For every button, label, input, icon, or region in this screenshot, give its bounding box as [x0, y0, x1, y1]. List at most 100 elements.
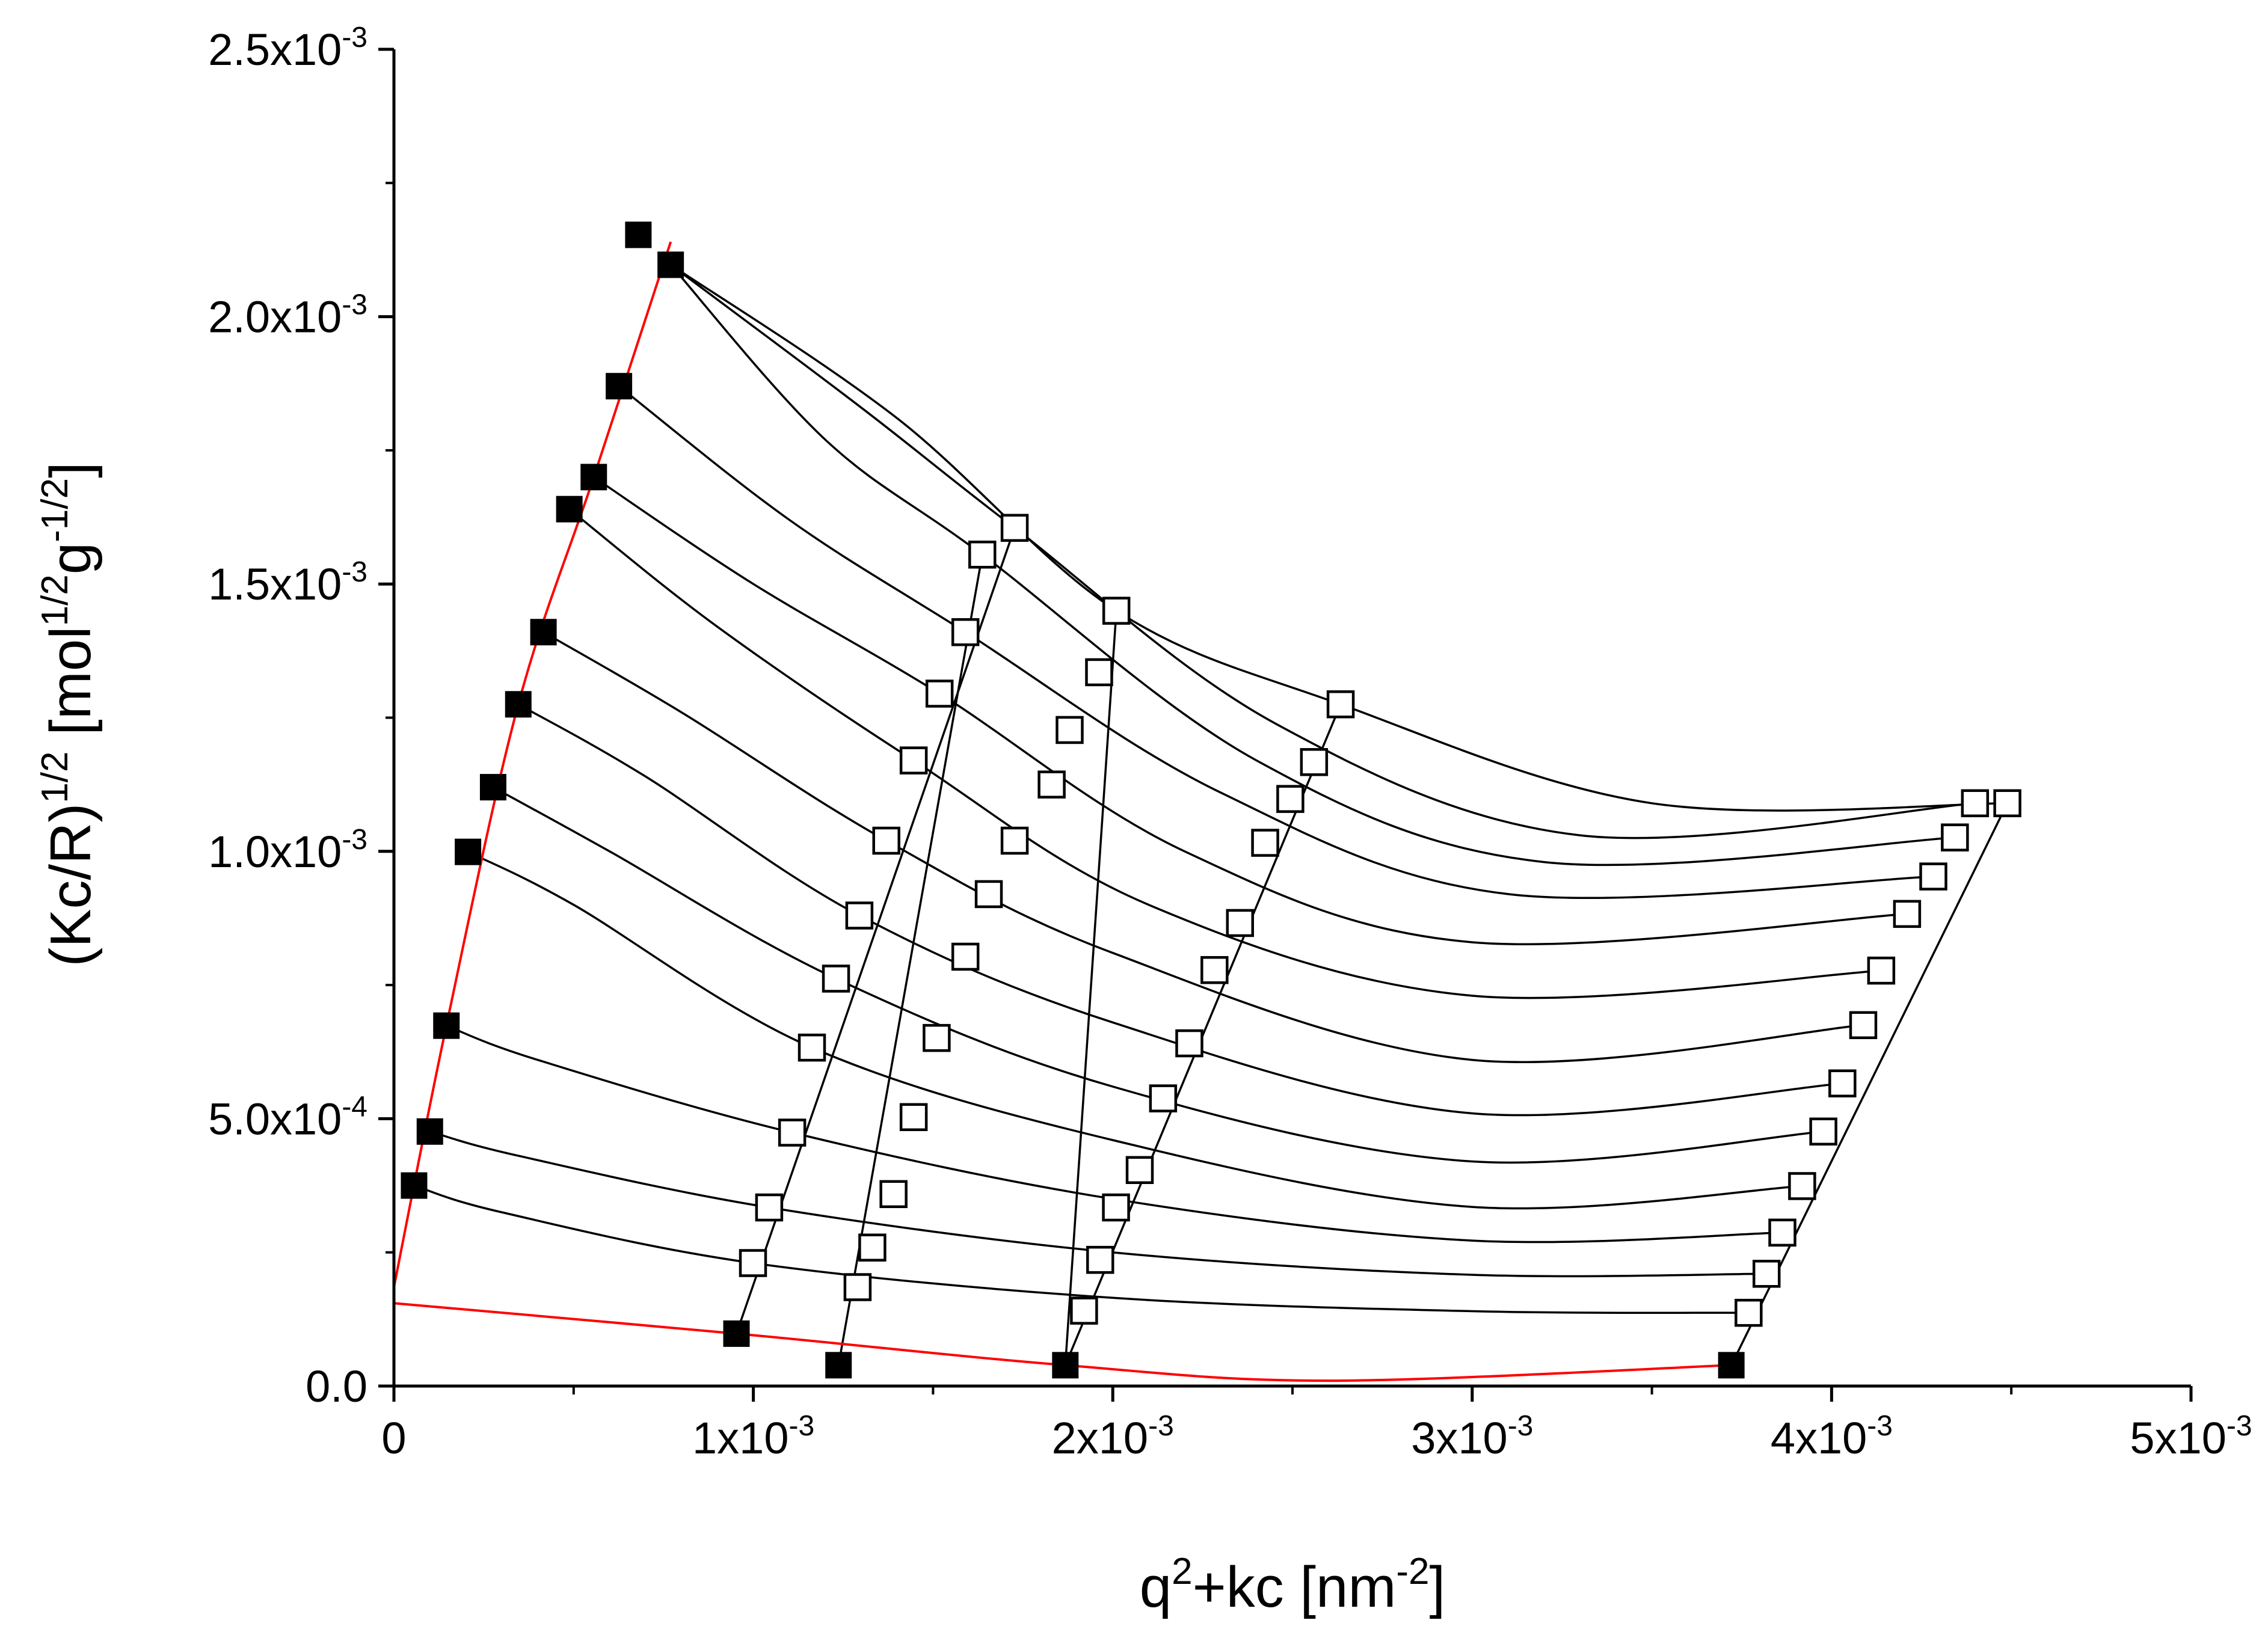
y-tick-label: 1.5x10-3	[208, 556, 367, 609]
open-square-point	[1085, 658, 1113, 687]
axes	[392, 49, 2191, 1388]
open-square-point	[1070, 1296, 1098, 1325]
open-square-point	[1735, 1298, 1763, 1327]
open-square-point	[1961, 789, 1990, 818]
open-square-point	[797, 1033, 826, 1062]
open-square-point	[1300, 748, 1329, 776]
x-tick-label: 4x10-3	[1771, 1410, 1893, 1463]
y-tick-exponent: -3	[342, 556, 367, 588]
y-tick-base: 1.5x10	[208, 559, 342, 609]
angle-fit-curve	[413, 1184, 1749, 1314]
filled-square-point	[455, 838, 482, 865]
y-ticks: 0.05.0x10-41.0x10-31.5x10-32.0x10-32.5x1…	[208, 22, 394, 1411]
x-title-rest: +kc [nm	[1193, 1555, 1397, 1619]
x-tick-exponent: -3	[1867, 1410, 1893, 1442]
x-title-sup: 2	[1172, 1551, 1192, 1592]
y-tick-label: 5.0x10-4	[208, 1091, 367, 1144]
x-tick-base: 2x10	[1052, 1413, 1148, 1463]
y-title-sup2: 1/2	[34, 574, 76, 626]
x-tick-base: 0	[381, 1413, 406, 1463]
x-tick-label: 5x10-3	[2130, 1410, 2252, 1463]
fit-curves	[413, 263, 2009, 1366]
open-square-point	[1326, 690, 1355, 719]
angle-fit-curve	[517, 703, 1843, 1117]
y-title-sup1: 1/2	[34, 751, 76, 803]
open-square-point	[1893, 900, 1922, 928]
angle-fit-curve	[670, 263, 1975, 839]
open-square-point	[951, 942, 980, 971]
open-square-point	[1226, 909, 1255, 937]
open-square-point	[1037, 770, 1066, 799]
y-title-sup3: -1/2	[34, 478, 76, 542]
open-square-point	[1086, 1245, 1114, 1274]
open-square-point	[1175, 1029, 1203, 1058]
axis-titles: q2+kc [nm-2] (Kc/R)1/2 [mol1/2g-1/2]	[34, 462, 1445, 1619]
angle-fit-curve	[429, 1130, 1767, 1278]
angle-fit-curve	[593, 476, 1908, 945]
extrapolation-curves	[393, 241, 1732, 1382]
open-square-point	[1149, 1084, 1178, 1112]
filled-square-point	[657, 251, 684, 278]
open-square-point	[1251, 829, 1279, 857]
filled-square-point	[556, 495, 583, 523]
y-tick-exponent: -3	[342, 289, 367, 321]
x-tick-exponent: -3	[2227, 1410, 2252, 1442]
angle-fit-curve	[493, 786, 1824, 1164]
x-title-base: q	[1140, 1555, 1172, 1619]
open-square-point	[1102, 1193, 1130, 1222]
open-square-point	[858, 1233, 887, 1262]
x-tick-exponent: -3	[788, 1410, 814, 1442]
x-title-end: ]	[1430, 1555, 1446, 1619]
x-tick-label: 1x10-3	[692, 1410, 814, 1463]
open-square-point	[1993, 789, 2021, 818]
x-tick-base: 3x10	[1411, 1413, 1507, 1463]
y-tick-base: 0.0	[306, 1361, 367, 1411]
filled-square-point	[606, 373, 633, 400]
open-square-point	[1941, 823, 1969, 851]
y-tick-label: 2.0x10-3	[208, 289, 367, 342]
open-square-point	[923, 1023, 951, 1052]
angle-fit-curve	[618, 385, 1934, 900]
filled-square-point	[416, 1118, 443, 1145]
open-square-point	[1200, 956, 1229, 984]
open-square-point	[739, 1249, 767, 1277]
open-square-point	[925, 679, 954, 708]
filled-square-point	[625, 221, 652, 248]
filled-square-point	[1052, 1352, 1079, 1379]
x-ticks: 0 1x10-3 2x10-3 3x10-3 4x10-3 5x10-3	[381, 1386, 2252, 1463]
data-points	[401, 221, 2021, 1379]
open-square-point	[951, 618, 980, 646]
y-tick-base: 1.0x10	[208, 827, 342, 877]
y-tick-label: 1.0x10-3	[208, 824, 367, 877]
open-square-point	[879, 1180, 908, 1209]
y-title-p1: (Kc/R)	[38, 803, 103, 967]
y-title-p4: ]	[38, 462, 103, 478]
filled-square-point	[580, 464, 607, 491]
open-square-point	[899, 746, 928, 775]
open-square-point	[843, 1273, 872, 1301]
angle-fit-curve	[542, 631, 1864, 1063]
filled-square-point	[1718, 1352, 1745, 1379]
y-tick-exponent: -4	[342, 1091, 367, 1123]
angle-fit-curve	[467, 851, 1802, 1210]
x-axis-title: q2+kc [nm-2]	[1140, 1551, 1445, 1619]
angle-fit-curve	[446, 1025, 1783, 1244]
x-tick-base: 4x10	[1771, 1413, 1867, 1463]
y-tick-exponent: -3	[342, 824, 367, 856]
x-tick-exponent: -3	[1508, 1410, 1534, 1442]
open-square-point	[778, 1118, 807, 1147]
y-tick-base: 2.0x10	[208, 292, 342, 342]
open-square-point	[822, 965, 850, 993]
filled-square-point	[505, 691, 532, 718]
open-square-point	[968, 541, 997, 569]
y-tick-base: 2.5x10	[208, 25, 342, 75]
y-title-p3: g	[38, 542, 103, 574]
angle-fit-curve	[568, 508, 1882, 999]
open-square-point	[1828, 1069, 1857, 1097]
x-tick-exponent: -3	[1148, 1410, 1174, 1442]
angle-fit-curve	[669, 264, 1955, 867]
filled-square-point	[723, 1320, 750, 1347]
filled-square-point	[401, 1172, 428, 1199]
